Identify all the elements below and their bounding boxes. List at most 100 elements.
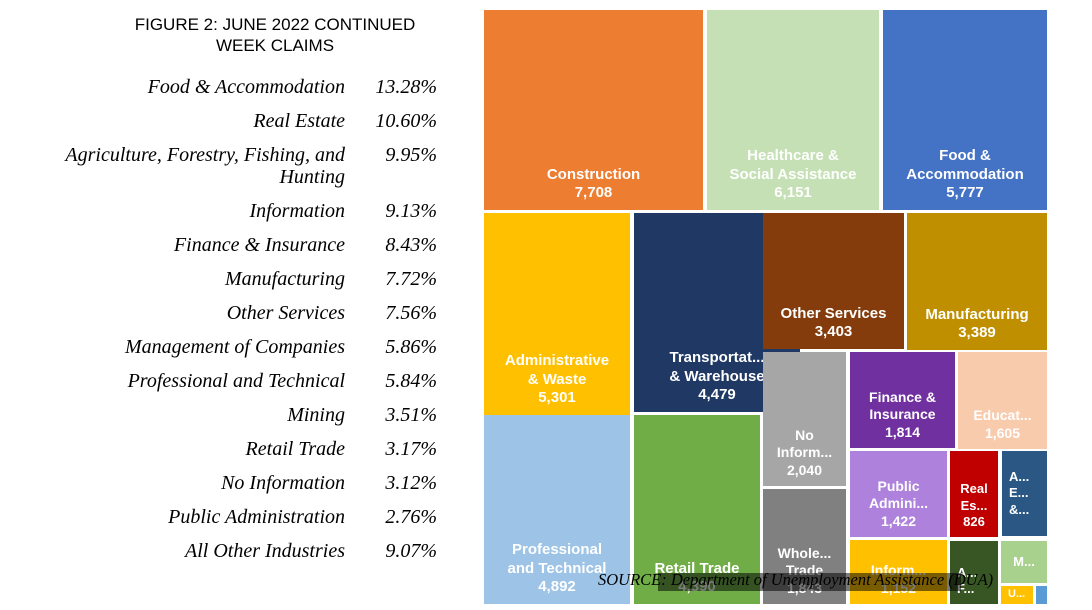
- industry-percentage: 3.17%: [385, 438, 437, 460]
- treemap-block-healthcare-social-assistance: Healthcare & Social Assistance 6,151: [707, 10, 879, 210]
- treemap-block-label-line: &...: [1009, 501, 1030, 517]
- treemap-block-label-line: 4,892: [538, 578, 576, 596]
- industry-percentage: 7.72%: [385, 268, 437, 290]
- treemap-block-finance-insurance: Finance & Insurance 1,814: [850, 352, 955, 448]
- list-item: Other Services 7.56%: [5, 302, 437, 324]
- treemap-block-label-line: 3,389: [958, 324, 996, 342]
- treemap-block-retail-trade: Retail Trade4,390: [634, 415, 760, 604]
- industry-label: Public Administration: [168, 506, 345, 528]
- industry-percentage: 7.56%: [385, 302, 437, 324]
- industry-label: Food & Accommodation: [147, 76, 345, 98]
- treemap-block-manufacturing: Manufacturing 3,389: [907, 213, 1047, 350]
- treemap-block-education: Educat... 1,605: [958, 352, 1047, 449]
- list-item: Real Estate 10.60%: [5, 110, 437, 132]
- treemap-block-label-line: Retail Trade: [654, 559, 740, 577]
- industry-label: Other Services: [226, 302, 345, 324]
- treemap-block-utilities: U...: [1001, 586, 1033, 604]
- treemap-block-label-line: and Technical: [507, 559, 607, 577]
- treemap-block-management: M...: [1001, 541, 1047, 583]
- industry-percentage: 3.12%: [385, 472, 437, 494]
- treemap-block-other-services: Other Services 3,403: [763, 213, 904, 349]
- industry-label: Professional and Technical: [127, 370, 345, 392]
- list-item: Finance & Insurance 8.43%: [5, 234, 437, 256]
- treemap-block-construction: Construction 7,708: [484, 10, 703, 210]
- treemap-block-label-line: 7,708: [574, 184, 613, 202]
- treemap-block-unlabeled-small-block: [1036, 586, 1047, 604]
- industry-label: All Other Industries: [185, 540, 345, 562]
- treemap-block-label-line: A...: [957, 564, 978, 580]
- industry-label: Manufacturing: [225, 268, 345, 290]
- list-item: Agriculture, Forestry, Fishing, and Hunt…: [5, 144, 437, 188]
- treemap-block-label-line: Public: [877, 477, 920, 494]
- list-item: All Other Industries 9.07%: [5, 540, 437, 562]
- treemap-block-label-line: No: [795, 426, 814, 443]
- figure-title: FIGURE 2: JUNE 2022 CONTINUED WEEK CLAIM…: [55, 14, 495, 56]
- list-item: Mining 3.51%: [5, 404, 437, 426]
- industry-percentage: 8.43%: [385, 234, 437, 256]
- treemap-block-label-line: Manufacturing: [925, 305, 1029, 323]
- industry-label: Finance & Insurance: [173, 234, 345, 256]
- treemap-block-label-line: Transportat...: [669, 348, 765, 366]
- treemap-block-label-line: 5,777: [946, 184, 984, 202]
- treemap-block-label-line: 1,814: [884, 423, 921, 440]
- list-item: Public Administration 2.76%: [5, 506, 437, 528]
- treemap-block-label-line: 1,605: [984, 424, 1021, 441]
- treemap-block-label-line: Administrative: [504, 351, 610, 369]
- treemap-block-information: Inform...1,152: [850, 540, 947, 604]
- treemap-block-label-line: & Warehouse: [669, 367, 765, 385]
- treemap-block-label-line: Finance &: [869, 388, 936, 405]
- source-caption: SOURCE: Department of Unemployment Assis…: [598, 570, 994, 589]
- treemap-block-label-line: 6,151: [774, 184, 812, 202]
- treemap-block-agriculture-forestry: A... F...: [950, 541, 998, 604]
- treemap-block-label-line: Professional: [511, 540, 603, 558]
- industry-percentage: 3.51%: [385, 404, 437, 426]
- industry-label: Management of Companies: [125, 336, 345, 358]
- treemap-block-food-accommodation: Food & Accommodation 5,777: [883, 10, 1047, 210]
- treemap-block-label-line: Food &: [939, 146, 991, 164]
- figure-title-line2: WEEK CLAIMS: [215, 36, 335, 55]
- list-item: Food & Accommodation 13.28%: [5, 76, 437, 98]
- treemap-block-label-line: Social Assistance: [729, 165, 857, 183]
- treemap-block-label-line: 1,422: [880, 512, 917, 529]
- treemap-block-label-line: A...: [1009, 469, 1030, 485]
- industry-label: No Information: [221, 472, 345, 494]
- treemap-block-label-line: Other Services: [780, 304, 887, 322]
- treemap-block-label-line: U...: [1008, 588, 1026, 601]
- treemap-block-label-line: Insurance: [869, 406, 936, 422]
- treemap-block-real-estate: Real Es... 826: [950, 451, 998, 537]
- treemap-block-label-line: Admini...: [868, 495, 929, 511]
- treemap-block-label-line: F...: [957, 580, 975, 596]
- treemap-block-label-line: 5,301: [538, 389, 576, 407]
- industry-percentage-list: Food & Accommodation 13.28% Real Estate 10.…: [5, 76, 437, 574]
- list-item: Management of Companies 5.86%: [5, 336, 437, 358]
- treemap-block-professional-technical: Professional and Technical 4,892: [484, 415, 630, 604]
- treemap-block-label-line: Accommodation: [906, 165, 1024, 183]
- industry-percentage: 10.60%: [375, 110, 437, 132]
- industry-label: Real Estate: [253, 110, 345, 132]
- figure-title-line1: FIGURE 2: JUNE 2022 CONTINUED: [134, 15, 416, 34]
- industry-percentage: 9.13%: [385, 200, 437, 222]
- industry-label: Agriculture, Forestry, Fishing, and Hunt…: [65, 144, 345, 188]
- treemap-chart: Construction 7,708 Healthcare & Social Assi…: [484, 10, 1047, 604]
- industry-label: Information: [249, 200, 345, 222]
- list-item: Retail Trade 3.17%: [5, 438, 437, 460]
- list-item: Manufacturing 7.72%: [5, 268, 437, 290]
- treemap-block-label-line: Whole...: [777, 544, 832, 561]
- treemap-block-label-line: 3,403: [814, 323, 853, 341]
- industry-percentage: 13.28%: [375, 76, 437, 98]
- industry-percentage: 9.07%: [385, 540, 437, 562]
- treemap-block-label-line: Educat...: [973, 407, 1032, 423]
- industry-percentage: 2.76%: [385, 506, 437, 528]
- treemap-block-label-line: E...: [1009, 485, 1029, 501]
- industry-percentage: 9.95%: [385, 144, 437, 166]
- treemap-block-label-line: 826: [963, 513, 985, 529]
- treemap-block-label-line: 4,479: [698, 386, 736, 404]
- industry-label: Retail Trade: [245, 438, 345, 460]
- source-highlight-band: [658, 573, 961, 591]
- industry-label: Mining: [287, 404, 345, 426]
- treemap-block-label-line: Real: [960, 481, 988, 497]
- treemap-block-arts-entertainment-recreation: A... E... &...: [1002, 451, 1047, 536]
- treemap-block-label-line: Es...: [960, 497, 988, 513]
- treemap-block-public-administration: Public Admini... 1,422: [850, 451, 947, 537]
